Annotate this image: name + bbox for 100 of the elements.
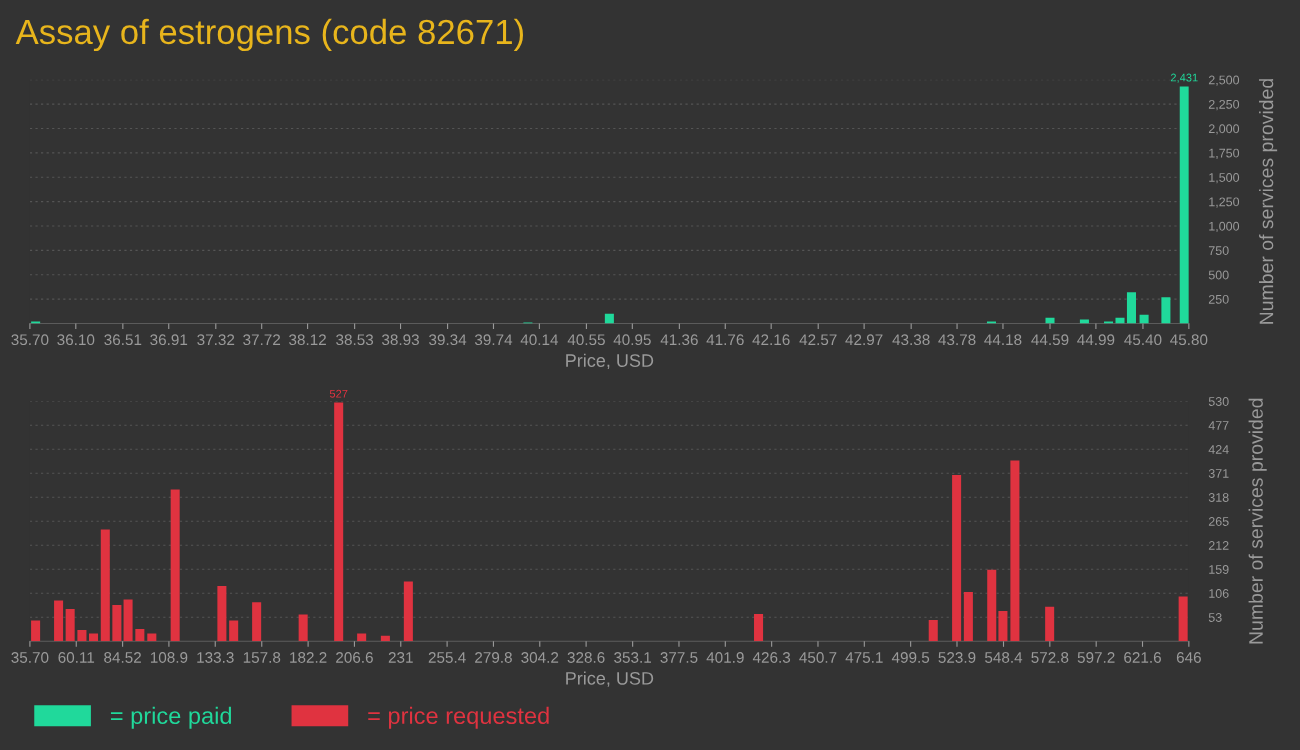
x-tick-label: 38.53 [336,334,374,346]
x-tick-label: 39.34 [429,334,467,346]
x-tick-label: 41.36 [660,334,698,346]
bar [100,529,110,642]
y-tick-label: 159 [1209,565,1229,574]
x-tick-label: 44.99 [1077,334,1115,346]
x-tick-label: 108.9 [150,652,188,663]
bar [1045,606,1055,642]
x-tick-label: 279.8 [475,652,512,663]
data-label: 2,431 [1170,73,1198,83]
y-tick-label: 1,000 [1209,221,1240,233]
bar [357,633,367,642]
bar [123,599,133,642]
x-tick-label: 44.59 [1031,334,1069,346]
bar [928,619,938,642]
x-tick-label: 377.5 [660,652,698,663]
bar [334,402,344,642]
x-tick-label: 182.2 [290,652,327,663]
y-tick-label: 1,750 [1209,148,1240,159]
y-tick-label: 1,250 [1209,197,1240,208]
x-tick-label: 231 [388,652,413,663]
y-tick-label: 750 [1208,246,1229,255]
bar [298,614,308,642]
x-tick-label: 450.7 [799,652,837,663]
bar [604,313,614,324]
bar [54,600,64,642]
x-tick-label: 41.76 [706,334,744,346]
x-tick-label: 36.91 [150,334,188,346]
bar [1010,460,1020,642]
y-tick-label: 2,000 [1208,124,1240,135]
bar [217,586,227,642]
bar [65,609,75,642]
bar [77,629,87,642]
x-tick-label: 328.6 [567,652,605,663]
x-tick-label: 43.38 [892,334,930,346]
bar [1115,317,1125,324]
x-tick-label: 646 [1176,652,1201,663]
x-axis-title: Price, USD [566,671,654,687]
bar [1139,314,1149,324]
x-tick-label: 42.16 [752,334,790,346]
x-tick-label: 38.93 [382,334,419,346]
bar [952,475,962,642]
x-tick-label: 36.10 [57,334,95,346]
x-tick-label: 40.55 [567,334,605,346]
x-tick-label: 45.80 [1170,334,1208,346]
y-tick-label: 424 [1208,445,1229,454]
x-tick-label: 475.1 [845,652,883,663]
y-tick-label: 53 [1208,613,1222,622]
bar [170,489,180,642]
y-tick-label: 1,500 [1209,173,1240,184]
x-tick-label: 40.14 [520,334,559,346]
x-tick-label: 35.70 [11,652,49,663]
x-tick-label: 499.5 [891,652,930,663]
x-tick-label: 60.11 [58,652,95,663]
bar [963,591,973,642]
x-tick-label: 38.12 [289,334,326,346]
x-tick-label: 37.32 [197,334,235,346]
y-axis-title: Number of services provided [1248,398,1267,644]
y-tick-label: 265 [1208,517,1229,526]
x-tick-label: 255.4 [428,652,466,663]
bar [1161,297,1171,324]
chart-title: Assay of estrogens (code 82671) [15,18,523,52]
y-tick-label: 500 [1208,270,1229,280]
x-tick-label: 304.2 [521,652,559,663]
bar [135,629,145,642]
x-tick-label: 426.3 [752,652,791,663]
bar [112,605,122,642]
y-tick-label: 371 [1208,469,1229,478]
x-tick-label: 597.2 [1077,652,1115,663]
bar [147,633,157,642]
x-tick-label: 523.9 [938,652,976,663]
x-tick-label: 572.8 [1031,652,1069,663]
x-axis-title: Price, USD [566,353,654,370]
x-tick-label: 133.3 [197,652,234,663]
x-tick-label: 353.1 [614,652,652,663]
y-tick-label: 2,250 [1208,99,1240,111]
x-tick-label: 35.70 [11,334,49,346]
x-tick-label: 45.40 [1124,334,1162,346]
x-tick-label: 157.8 [243,652,281,663]
y-tick-label: 2,500 [1208,75,1240,86]
x-tick-label: 36.51 [104,334,142,346]
y-tick-label: 212 [1208,541,1229,550]
bar [1045,317,1055,324]
x-tick-label: 44.18 [984,334,1022,346]
bar [403,581,413,642]
bar [229,620,239,642]
bar [754,614,764,642]
y-tick-label: 530 [1208,397,1229,406]
y-tick-label: 477 [1208,421,1229,430]
bar [89,633,99,642]
y-tick-label: 318 [1208,493,1229,502]
y-tick-label: 250 [1208,294,1229,304]
bar [380,635,390,642]
bar [252,602,262,642]
x-tick-label: 43.78 [938,334,976,346]
bar [31,620,41,642]
bar [987,569,997,642]
legend-label: = price requested [368,706,549,729]
x-tick-label: 39.74 [474,334,513,346]
bar [1126,292,1136,324]
